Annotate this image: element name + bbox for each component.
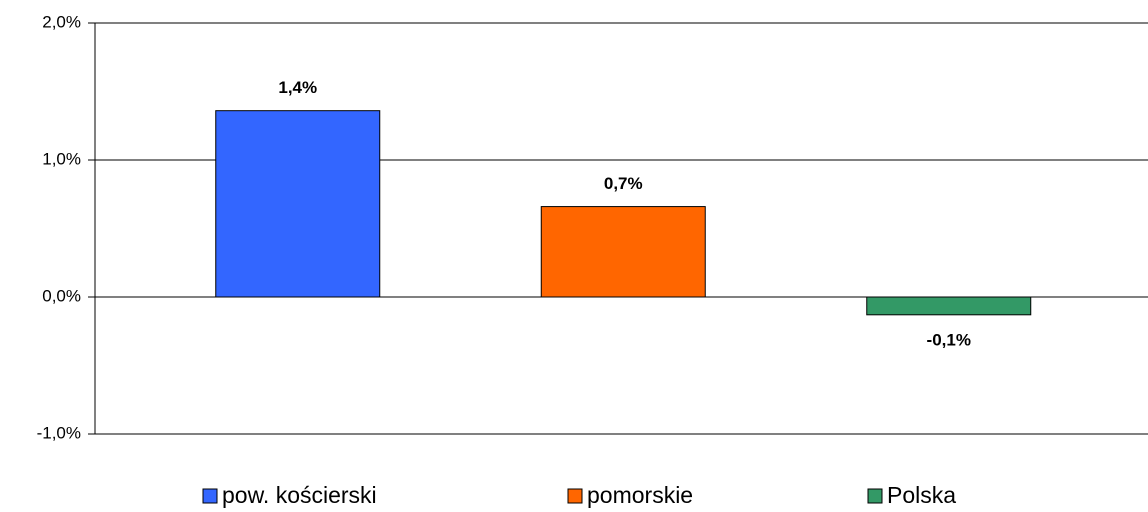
legend-swatch — [867, 488, 883, 504]
legend-label: pomorskie — [587, 482, 693, 508]
bar — [215, 110, 381, 298]
y-tick-label: 2,0% — [42, 12, 81, 31]
data-label: -0,1% — [927, 330, 971, 349]
y-tick-label: -1,0% — [37, 423, 81, 442]
data-label: 1,4% — [278, 78, 317, 97]
y-tick-label: 1,0% — [42, 149, 81, 168]
data-label: 0,7% — [604, 174, 643, 193]
legend-label: pow. kościerski — [222, 482, 377, 508]
legend-label: Polska — [887, 482, 956, 508]
bar — [866, 296, 1032, 316]
y-tick-label: 0,0% — [42, 286, 81, 305]
bar — [540, 206, 706, 298]
legend-swatch — [567, 488, 583, 504]
legend-swatch — [202, 488, 218, 504]
